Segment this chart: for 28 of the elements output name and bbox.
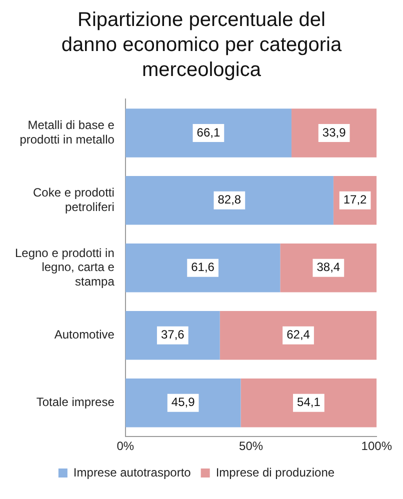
data-label: 33,9 [322,125,346,140]
bar [125,176,334,225]
y-tick-label: Legno e prodotti in legno, carta e stampa [14,246,115,289]
data-label: 45,9 [171,395,196,410]
data-label: 37,6 [160,328,185,342]
x-tick-label: 100% [361,439,392,454]
data-label: 54,1 [297,395,321,410]
data-label: 61,6 [191,260,215,274]
data-label: 82,8 [218,192,242,207]
legend-label: Imprese di produzione [216,465,335,480]
x-tick-label: 0% [116,439,134,454]
y-tick-label: Coke e prodotti petroliferi [33,186,114,214]
y-tick-label: Metalli di base e prodotti in metallo [20,118,115,146]
data-label: 62,4 [286,328,310,342]
bar [125,378,241,428]
bar [125,108,292,158]
legend-label: Imprese autotrasporto [73,465,192,480]
x-tick-label: 50% [239,439,264,454]
bar [240,378,377,428]
bar [125,244,280,292]
y-tick-label: Automotive [54,328,115,342]
data-label: 66,1 [196,125,220,140]
bar [280,244,377,292]
chart-title: Ripartizione percentuale del danno economico per categoria merceologica [60,8,343,83]
data-label: 38,4 [316,260,340,274]
bar [220,311,377,360]
data-label: 17,2 [343,192,368,207]
y-tick-label: Totale imprese [36,395,115,410]
